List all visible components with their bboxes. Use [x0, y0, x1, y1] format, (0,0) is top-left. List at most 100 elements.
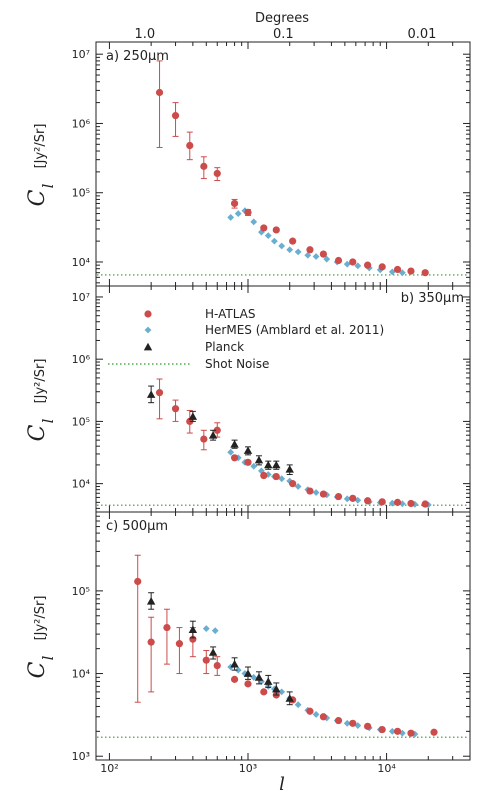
y-tick-label: 10⁵: [72, 415, 90, 428]
y-label-main: C: [25, 661, 50, 678]
hatlas-point: [378, 725, 386, 734]
hatlas-point: [334, 492, 343, 501]
y-label-unit: [Jy²/Sr]: [33, 124, 48, 169]
y-label-unit: [Jy²/Sr]: [33, 596, 48, 641]
hatlas-point: [430, 728, 438, 736]
top-tick-label: 1.0: [134, 27, 155, 42]
hatlas-point: [213, 169, 221, 178]
hermes-point: [388, 268, 396, 276]
hermes-point: [286, 477, 294, 485]
hatlas-point: [378, 263, 386, 271]
planck-point: [243, 446, 253, 454]
legend-marker: [144, 326, 152, 334]
hermes-point: [227, 214, 235, 221]
panel-500um: 10³ 10⁴ 10⁵ Cl [Jy²/Sr] c) 500μm: [25, 511, 471, 763]
legend-marker: [143, 342, 153, 351]
legend-label: Shot Noise: [205, 357, 269, 371]
hermes-point: [278, 688, 286, 696]
hatlas-point: [378, 498, 386, 506]
hermes-point: [250, 218, 258, 226]
hermes-point: [343, 719, 351, 727]
hatlas-point: [289, 480, 297, 488]
hermes-point: [304, 251, 312, 259]
y-label-main: C: [25, 189, 50, 206]
hatlas-point: [306, 707, 314, 715]
hatlas-point: [230, 675, 239, 683]
hermes-point: [211, 627, 219, 635]
hatlas-point: [244, 680, 252, 688]
hatlas-point: [147, 638, 155, 646]
hermes-point: [323, 255, 331, 263]
y-label-unit: [Jy²/Sr]: [33, 359, 48, 404]
planck-point: [146, 597, 156, 605]
hermes-point: [278, 475, 286, 483]
hermes-point: [286, 246, 294, 254]
y-tick-label: 10⁴: [72, 478, 91, 491]
hatlas-point: [319, 713, 327, 721]
planck-point: [243, 669, 253, 677]
hatlas-point: [407, 267, 415, 275]
hatlas-point: [260, 688, 268, 696]
hatlas-point: [349, 258, 357, 266]
y-tick-label: 10³: [72, 750, 90, 763]
hermes-point: [312, 253, 320, 260]
hermes-point: [278, 242, 286, 250]
hatlas-point: [163, 623, 171, 632]
hatlas-point: [244, 208, 252, 216]
hermes-point: [234, 210, 242, 217]
y-tick-label: 10⁵: [72, 585, 90, 598]
hatlas-point: [260, 224, 268, 232]
planck-point: [208, 431, 218, 439]
y-label-sub: l: [39, 655, 57, 660]
hatlas-point: [319, 490, 327, 498]
hermes-point: [343, 260, 351, 268]
hatlas-point: [175, 640, 184, 648]
hatlas-point: [200, 435, 208, 443]
planck-point: [272, 684, 281, 693]
hermes-point: [343, 495, 351, 503]
hermes-point: [354, 262, 362, 270]
x-tick-label: 10⁴: [377, 762, 396, 775]
planck-point: [146, 390, 156, 398]
hatlas-point: [272, 472, 280, 481]
hatlas-point: [393, 498, 402, 506]
planck-point: [272, 460, 281, 469]
planck-point: [285, 465, 294, 473]
y-axis-label: Cl [Jy²/Sr]: [25, 359, 57, 442]
hatlas-point: [349, 719, 357, 727]
hatlas-point: [289, 237, 297, 245]
hermes-point: [294, 701, 302, 709]
hermes-point: [312, 489, 320, 496]
hatlas-point: [319, 250, 327, 258]
panel-title: a) 250μm: [106, 49, 169, 64]
panel-250um: 10⁴ 10⁵ 10⁶ 10⁷ Cl [Jy²/Sr] a) 250μm: [25, 41, 471, 287]
hatlas-point: [421, 269, 429, 277]
hatlas-point: [155, 389, 164, 397]
x-axis-ticks: 10² 10³ 10⁴: [100, 762, 396, 775]
hermes-point: [250, 462, 258, 470]
top-axis-label: Degrees: [255, 11, 309, 26]
hatlas-point: [364, 722, 372, 730]
hatlas-point: [202, 656, 210, 664]
hatlas-point: [230, 199, 239, 208]
legend-marker: [144, 310, 152, 318]
top-tick-label: 0.1: [273, 27, 294, 42]
panel-title: c) 500μm: [106, 519, 168, 534]
hatlas-point: [260, 471, 268, 480]
legend-label: Planck: [205, 340, 244, 354]
y-tick-label: 10⁴: [72, 256, 91, 269]
y-tick-label: 10⁷: [72, 291, 90, 304]
hermes-point: [227, 448, 235, 456]
hatlas-point: [213, 661, 221, 670]
hatlas-point: [364, 497, 372, 505]
hatlas-point: [213, 426, 221, 434]
y-axis-label: Cl [Jy²/Sr]: [25, 596, 57, 679]
hatlas-point: [393, 265, 402, 274]
hatlas-point: [306, 487, 314, 495]
legend-label: HerMES (Amblard et al. 2011): [205, 323, 384, 337]
y-tick-label: 10⁵: [72, 187, 90, 200]
hatlas-point: [334, 256, 343, 265]
panel-frame: [95, 511, 471, 761]
x-tick-label: 10³: [239, 762, 257, 775]
